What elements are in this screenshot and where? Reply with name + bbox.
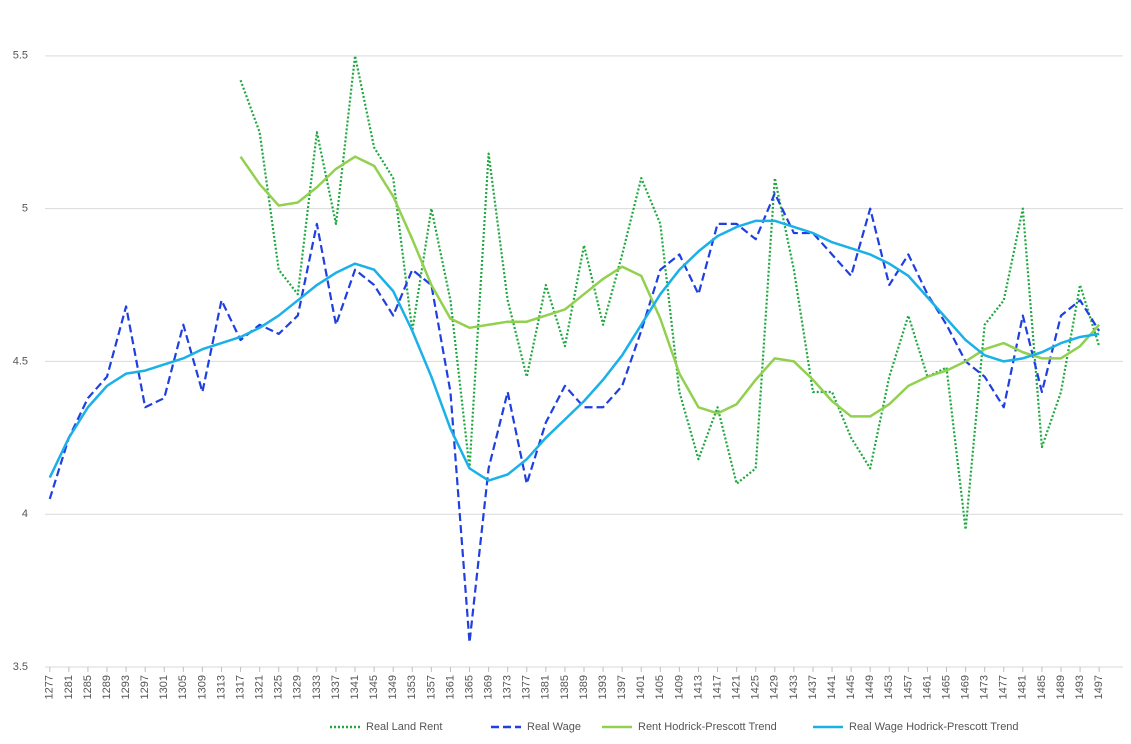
legend: Real Land Rent Real Wage Rent Hodrick-Pres… [330,721,1019,733]
x-tick-label: 1493 [1074,675,1086,699]
x-tick-label: 1441 [826,675,838,699]
y-tick-label: 5 [22,203,28,215]
x-tick-label: 1365 [463,675,475,699]
y-tick-label: 4 [22,508,28,520]
x-tick-label: 1345 [368,675,380,699]
x-tick-label: 1481 [1017,675,1029,699]
x-tick-label: 1353 [406,675,418,699]
x-tick-label: 1333 [311,675,323,699]
x-tick-label: 1413 [692,675,704,699]
x-tick-label: 1397 [616,675,628,699]
legend-label: Real Land Rent [366,721,442,733]
x-tick-label: 1417 [711,675,723,699]
x-tick-label: 1473 [979,675,991,699]
x-tick-label: 1489 [1055,675,1067,699]
x-tick-label: 1329 [292,675,304,699]
x-tick-label: 1461 [921,675,933,699]
series-line [239,155,1101,418]
x-tick-label: 1445 [845,675,857,699]
x-tick-label: 1301 [158,675,170,699]
x-tick-label: 1497 [1093,675,1105,699]
legend-label: Real Wage [527,721,581,733]
x-tick-label: 1277 [44,675,56,699]
x-tick-label: 1425 [750,675,762,699]
x-tick-label: 1433 [788,675,800,699]
x-tick-label: 1285 [82,675,94,699]
x-tick-label: 1309 [196,675,208,699]
x-tick-label: 1313 [215,675,227,699]
x-tick-label: 1361 [444,675,456,699]
x-tick-label: 1377 [521,675,533,699]
legend-label: Real Wage Hodrick-Prescott Trend [849,721,1019,733]
x-tick-label: 1297 [139,675,151,699]
x-tick-label: 1349 [387,675,399,699]
x-tick-label: 1337 [330,675,342,699]
x-tick-label: 1357 [425,675,437,699]
x-tick-label: 1405 [654,675,666,699]
x-tick-label: 1453 [883,675,895,699]
y-tick-label: 5.5 [13,50,28,62]
x-tick-label: 1485 [1036,675,1048,699]
x-tick-label: 1389 [578,675,590,699]
x-tick-label: 1429 [769,675,781,699]
x-tick-label: 1385 [559,675,571,699]
x-tick-label: 1317 [234,675,246,699]
x-tick-label: 1421 [731,675,743,699]
x-tick-label: 1325 [273,675,285,699]
series-line [239,54,1101,531]
x-tick-label: 1281 [63,675,75,699]
x-tick-label: 1465 [940,675,952,699]
x-tick-label: 1457 [902,675,914,699]
x-tick-label: 1305 [177,675,189,699]
x-tick-label: 1381 [540,675,552,699]
x-tick-label: 1477 [998,675,1010,699]
x-tick-label: 1321 [254,675,266,699]
x-tick-label: 1469 [959,675,971,699]
x-tick-label: 1401 [635,675,647,699]
x-tick-label: 1293 [120,675,132,699]
legend-label: Rent Hodrick-Prescott Trend [638,721,777,733]
x-tick-label: 1373 [502,675,514,699]
y-tick-label: 4.5 [13,355,28,367]
x-tick-label: 1369 [483,675,495,699]
x-tick-label: 1409 [673,675,685,699]
y-tick-label: 3.5 [13,661,28,673]
x-tick-label: 1341 [349,675,361,699]
x-tick-label: 1437 [807,675,819,699]
x-tick-label: 1449 [864,675,876,699]
x-tick-label: 1289 [101,675,113,699]
series-line [48,192,1101,644]
series-line [48,219,1100,482]
x-tick-label: 1393 [597,675,609,699]
